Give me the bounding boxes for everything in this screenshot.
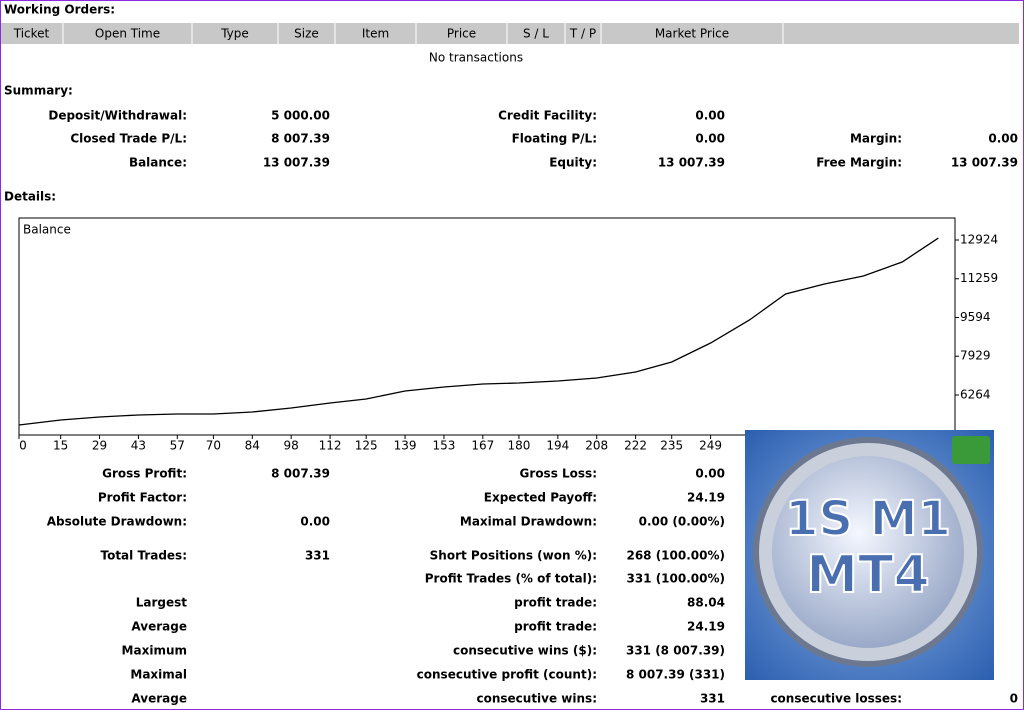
field-value: 13 007.39 xyxy=(263,156,330,170)
x-tick-label: 98 xyxy=(284,439,299,453)
x-tick-label: 84 xyxy=(245,439,260,453)
x-tick-label: 208 xyxy=(585,439,608,453)
field-label: Credit Facility: xyxy=(498,109,597,123)
section-title: Working Orders: xyxy=(4,3,115,17)
field-label: Closed Trade P/L: xyxy=(70,132,187,146)
field-value: 8 007.39 xyxy=(271,132,330,146)
header-bar xyxy=(1,23,1019,44)
field-label: profit trade: xyxy=(514,596,597,610)
column-header: Size xyxy=(294,27,319,41)
field-label: Total Trades: xyxy=(100,549,187,563)
plot-frame xyxy=(18,217,956,436)
column-header: Ticket xyxy=(13,27,50,41)
column-header: Item xyxy=(362,27,389,41)
y-tick-label: 6264 xyxy=(960,387,991,401)
x-tick-label: 167 xyxy=(471,439,494,453)
balance-line xyxy=(18,237,939,426)
field-label: consecutive losses: xyxy=(770,692,902,706)
field-label: Expected Payoff: xyxy=(484,491,597,505)
field-value: 8 007.39 (331) xyxy=(626,668,725,682)
field-value: 0.00 (0.00%) xyxy=(639,515,725,529)
field-label: Profit Trades (% of total): xyxy=(425,572,597,586)
x-tick-label: 112 xyxy=(319,439,342,453)
x-tick-label: 0 xyxy=(19,439,27,453)
clock-face xyxy=(772,456,964,648)
badge xyxy=(952,436,990,464)
field-value: 13 007.39 xyxy=(658,156,725,170)
field-label: Maximal xyxy=(130,668,187,682)
field-label: Margin: xyxy=(850,132,902,146)
x-tick-label: 235 xyxy=(660,439,683,453)
section-title: Details: xyxy=(4,190,56,204)
field-value: 24.19 xyxy=(687,620,725,634)
field-value: 331 xyxy=(305,549,330,563)
field-label: Average xyxy=(131,620,187,634)
field-value: 331 xyxy=(700,692,725,706)
y-tick-label: 9594 xyxy=(960,310,991,324)
column-header: Market Price xyxy=(655,27,729,41)
field-label: Maximum xyxy=(122,644,187,658)
x-tick-label: 29 xyxy=(92,439,107,453)
x-tick-label: 139 xyxy=(394,439,417,453)
field-value: 331 (8 007.39) xyxy=(626,644,725,658)
x-tick-label: 43 xyxy=(131,439,146,453)
logo: 1S M1 MT4 xyxy=(745,430,994,680)
field-label: Free Margin: xyxy=(816,156,902,170)
x-tick-label: 57 xyxy=(170,439,185,453)
x-tick-label: 70 xyxy=(206,439,221,453)
field-value: 0.00 xyxy=(300,515,330,529)
field-label: consecutive profit (count): xyxy=(417,668,597,682)
y-tick-label: 12924 xyxy=(960,232,998,246)
section-title: Summary: xyxy=(4,84,73,98)
x-tick-label: 125 xyxy=(355,439,378,453)
field-value: 0.00 xyxy=(695,132,725,146)
chart-title: Balance xyxy=(23,223,71,237)
x-tick-label: 249 xyxy=(699,439,722,453)
field-value: 0 xyxy=(1010,692,1018,706)
field-value: 268 (100.00%) xyxy=(626,549,725,563)
x-tick-label: 222 xyxy=(624,439,647,453)
logo-text: MT4 xyxy=(806,545,929,605)
column-header: Price xyxy=(447,27,476,41)
field-value: 24.19 xyxy=(687,491,725,505)
field-value: 88.04 xyxy=(687,596,725,610)
field-value: 5 000.00 xyxy=(271,109,330,123)
field-label: profit trade: xyxy=(514,620,597,634)
field-label: consecutive wins ($): xyxy=(453,644,597,658)
field-label: Balance: xyxy=(129,156,187,170)
field-label: Average xyxy=(131,692,187,706)
x-tick-label: 153 xyxy=(432,439,455,453)
x-tick-label: 180 xyxy=(507,439,530,453)
field-value: 13 007.39 xyxy=(951,156,1018,170)
field-label: consecutive wins: xyxy=(476,692,597,706)
x-tick-label: 15 xyxy=(53,439,68,453)
y-tick-label: 7929 xyxy=(960,349,991,363)
logo-text: 1S M1 xyxy=(785,491,951,547)
field-value: 0.00 xyxy=(988,132,1018,146)
field-value: 0.00 xyxy=(695,109,725,123)
y-tick-label: 11259 xyxy=(960,271,998,285)
field-label: Absolute Drawdown: xyxy=(47,515,187,529)
column-header: S / L xyxy=(523,27,549,41)
field-label: Profit Factor: xyxy=(98,491,187,505)
field-label: Short Positions (won %): xyxy=(430,549,597,563)
field-value: 8 007.39 xyxy=(271,467,330,481)
field-label: Maximal Drawdown: xyxy=(460,515,597,529)
column-header: T / P xyxy=(569,27,596,41)
field-label: Gross Profit: xyxy=(102,467,187,481)
column-header: Open Time xyxy=(95,27,160,41)
field-label: Largest xyxy=(136,596,188,610)
field-label: Floating P/L: xyxy=(512,132,597,146)
field-value: 0.00 xyxy=(695,467,725,481)
field-label: Gross Loss: xyxy=(520,467,597,481)
field-label: Equity: xyxy=(549,156,597,170)
column-header: Type xyxy=(220,27,249,41)
x-tick-label: 194 xyxy=(546,439,569,453)
field-label: Deposit/Withdrawal: xyxy=(48,109,187,123)
empty-note: No transactions xyxy=(429,51,523,65)
field-value: 331 (100.00%) xyxy=(626,572,725,586)
